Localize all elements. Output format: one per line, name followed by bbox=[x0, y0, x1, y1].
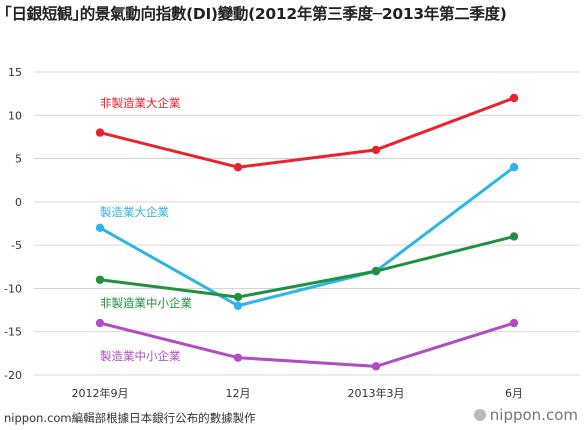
series-label: 非製造業中小企業 bbox=[100, 296, 192, 310]
y-tick-label: -20 bbox=[4, 369, 22, 382]
brand-logo: nippon.com bbox=[473, 406, 578, 424]
data-point bbox=[233, 163, 243, 172]
data-point bbox=[509, 318, 519, 328]
y-tick-label: 15 bbox=[8, 66, 22, 79]
brand-name: nippon.com bbox=[489, 406, 578, 424]
data-point bbox=[233, 353, 243, 362]
source-note: nippon.com編輯部根據日本銀行公布的數據製作 bbox=[4, 411, 256, 425]
series-label: 製造業大企業 bbox=[100, 205, 169, 219]
data-point bbox=[371, 266, 381, 276]
x-tick-label: 6月 bbox=[505, 387, 523, 400]
series-label: 製造業中小企業 bbox=[100, 349, 181, 363]
series-line bbox=[98, 165, 516, 308]
data-point bbox=[95, 318, 105, 328]
y-tick-label: 10 bbox=[8, 109, 22, 122]
data-point bbox=[95, 128, 105, 137]
brand-dot-icon bbox=[473, 409, 486, 421]
series-label: 非製造業大企業 bbox=[100, 96, 181, 110]
x-tick-label: 2012年9月 bbox=[72, 386, 129, 400]
data-point bbox=[509, 93, 519, 103]
series-line bbox=[98, 321, 516, 368]
data-point bbox=[509, 232, 519, 241]
data-point bbox=[233, 301, 243, 310]
data-point bbox=[509, 163, 519, 172]
series-line bbox=[98, 96, 516, 169]
data-point bbox=[371, 362, 381, 371]
data-point bbox=[95, 275, 105, 284]
y-tick-label: -15 bbox=[4, 326, 22, 339]
y-tick-label: -5 bbox=[11, 239, 22, 252]
x-tick-label: 12月 bbox=[226, 387, 251, 400]
data-point bbox=[371, 145, 381, 155]
data-point bbox=[95, 223, 105, 233]
series-line bbox=[98, 234, 516, 299]
y-tick-label: 5 bbox=[15, 153, 22, 166]
data-point bbox=[233, 292, 243, 302]
y-tick-label: -10 bbox=[4, 282, 22, 295]
y-tick-label: 0 bbox=[15, 196, 22, 209]
x-tick-label: 2013年3月 bbox=[348, 386, 405, 400]
chart-title: ｢日銀短観｣的景氣動向指數(DI)變動(2012年第三季度─2013年第二季度) bbox=[4, 5, 507, 23]
